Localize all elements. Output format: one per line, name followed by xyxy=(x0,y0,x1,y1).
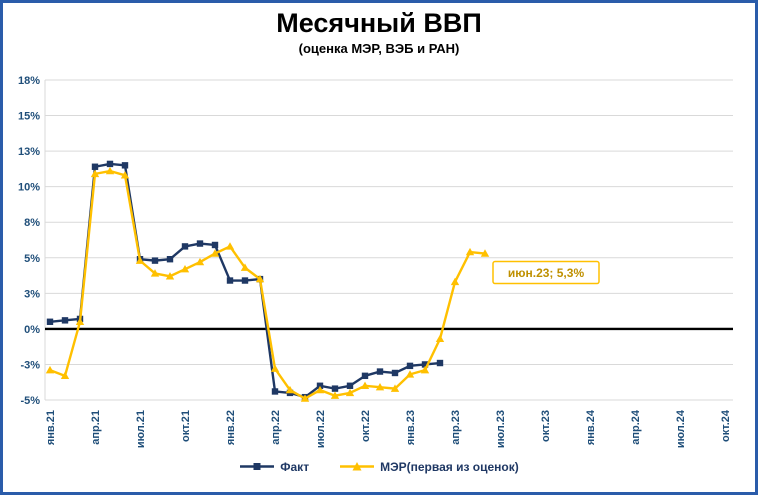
svg-text:3%: 3% xyxy=(24,288,40,300)
svg-text:13%: 13% xyxy=(18,146,40,158)
svg-text:окт.24: окт.24 xyxy=(720,409,732,442)
legend-item-fact: Факт xyxy=(239,460,309,474)
chart-subtitle: (оценка МЭР, ВЭБ и РАН) xyxy=(298,40,460,56)
svg-text:0%: 0% xyxy=(24,324,40,336)
svg-text:5%: 5% xyxy=(24,252,40,264)
svg-text:окт.23: окт.23 xyxy=(540,410,552,442)
svg-text:июл.23: июл.23 xyxy=(495,410,507,448)
svg-text:апр.22: апр.22 xyxy=(270,410,282,445)
fact-series-marker-icon xyxy=(240,463,275,471)
series-mer xyxy=(45,166,490,402)
svg-text:-3%: -3% xyxy=(20,359,40,371)
svg-text:июл.21: июл.21 xyxy=(135,410,147,448)
svg-text:-5%: -5% xyxy=(20,395,40,407)
svg-text:окт.21: окт.21 xyxy=(180,410,192,442)
svg-text:апр.23: апр.23 xyxy=(450,410,462,445)
y-axis-labels: 18% 15% 13% 10% 8% 5% 3% 0% -3% -5% xyxy=(18,75,40,407)
svg-text:апр.24: апр.24 xyxy=(630,409,642,445)
svg-text:апр.21: апр.21 xyxy=(90,410,102,445)
svg-text:окт.22: окт.22 xyxy=(360,410,372,442)
gdp-line-chart: 18% 15% 13% 10% 8% 5% 3% 0% -3% -5% янв.21 апр.21 ию… xyxy=(18,75,733,448)
svg-text:июл.22: июл.22 xyxy=(315,410,327,448)
legend-item-mer: МЭР(первая из оценок) xyxy=(339,460,519,474)
svg-text:июн.23; 5,3%: июн.23; 5,3% xyxy=(508,266,585,280)
svg-text:8%: 8% xyxy=(24,217,40,229)
legend-label-fact: Факт xyxy=(280,459,310,474)
svg-text:18%: 18% xyxy=(18,75,40,87)
annotation-jun23: июн.23; 5,3% xyxy=(492,260,600,284)
legend: Факт МЭР(первая из оценок) xyxy=(3,460,755,474)
svg-text:июл.24: июл.24 xyxy=(675,409,687,448)
svg-text:15%: 15% xyxy=(18,110,40,122)
svg-text:янв.21: янв.21 xyxy=(45,410,57,445)
legend-label-mer: МЭР(первая из оценок) xyxy=(380,459,519,474)
svg-text:10%: 10% xyxy=(18,181,40,193)
svg-text:янв.24: янв.24 xyxy=(585,409,597,445)
svg-text:янв.22: янв.22 xyxy=(225,410,237,445)
x-axis-labels: янв.21 апр.21 июл.21 окт.21 янв.22 апр.22 июл.… xyxy=(45,409,732,448)
mer-series-marker-icon xyxy=(340,462,375,471)
svg-text:янв.23: янв.23 xyxy=(405,410,417,445)
chart-title: Месячный ВВП xyxy=(276,8,482,38)
y-gridlines xyxy=(44,79,733,401)
